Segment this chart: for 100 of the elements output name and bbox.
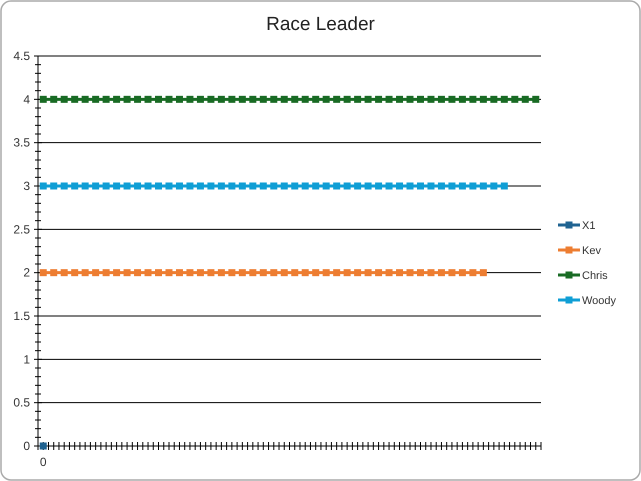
y-tick-label: 2.5 xyxy=(13,222,30,236)
point xyxy=(396,182,404,190)
point xyxy=(238,269,246,276)
point xyxy=(218,269,225,276)
point xyxy=(438,182,445,190)
point xyxy=(176,182,183,190)
point xyxy=(155,96,162,103)
point xyxy=(40,269,47,276)
point xyxy=(490,96,498,103)
point xyxy=(354,269,362,276)
point xyxy=(270,269,278,276)
point xyxy=(480,182,487,190)
point xyxy=(260,182,267,190)
point xyxy=(113,269,120,276)
y-tick-label: 0.5 xyxy=(13,396,30,410)
point xyxy=(155,269,162,276)
point xyxy=(238,182,246,190)
point xyxy=(40,96,47,103)
point xyxy=(386,96,393,103)
point xyxy=(113,182,120,190)
point xyxy=(270,182,278,190)
point xyxy=(386,269,393,276)
point xyxy=(333,96,340,103)
point xyxy=(218,182,225,190)
point xyxy=(260,96,267,103)
legend-label: X1 xyxy=(582,220,596,232)
point xyxy=(469,269,476,276)
point xyxy=(228,96,236,103)
point xyxy=(165,96,172,103)
point xyxy=(71,96,78,103)
point xyxy=(511,96,518,103)
point xyxy=(228,182,236,190)
point xyxy=(71,269,78,276)
point xyxy=(260,269,267,276)
point xyxy=(364,182,372,190)
point xyxy=(249,96,256,103)
point xyxy=(375,96,382,103)
point xyxy=(406,182,414,190)
point xyxy=(249,182,256,190)
point xyxy=(176,269,183,276)
y-tick-label: 3 xyxy=(23,179,30,193)
point xyxy=(124,182,131,190)
point xyxy=(364,269,372,276)
point xyxy=(522,96,529,103)
point xyxy=(218,96,225,103)
point xyxy=(124,96,131,103)
point xyxy=(280,269,288,276)
point xyxy=(469,96,476,103)
point xyxy=(532,96,540,103)
point xyxy=(427,269,434,276)
point xyxy=(50,96,58,103)
point xyxy=(92,182,100,190)
point xyxy=(60,269,68,276)
point xyxy=(186,182,194,190)
y-tick-label: 2 xyxy=(23,266,30,280)
legend-label: Kev xyxy=(582,245,602,257)
point xyxy=(322,182,330,190)
point xyxy=(280,182,288,190)
point xyxy=(238,96,246,103)
y-tick-label: 1.5 xyxy=(13,309,30,323)
y-tick-label: 4.5 xyxy=(13,49,30,63)
point xyxy=(344,96,351,103)
point xyxy=(427,96,434,103)
point xyxy=(165,269,172,276)
point xyxy=(333,269,340,276)
y-tick-label: 0 xyxy=(23,439,30,453)
point xyxy=(40,182,47,190)
point xyxy=(333,182,340,190)
point xyxy=(82,182,89,190)
point xyxy=(354,182,362,190)
point xyxy=(364,96,372,103)
point xyxy=(312,269,320,276)
chart-title: Race Leader xyxy=(266,14,376,35)
y-tick-label: 3.5 xyxy=(13,136,30,150)
point xyxy=(416,182,424,190)
point xyxy=(480,269,487,276)
legend-label: Chris xyxy=(582,270,608,282)
point xyxy=(448,269,456,276)
point xyxy=(113,96,120,103)
point xyxy=(60,96,68,103)
point xyxy=(186,269,194,276)
point xyxy=(302,96,309,103)
point xyxy=(480,96,487,103)
point xyxy=(386,182,393,190)
point xyxy=(144,96,152,103)
point xyxy=(196,96,204,103)
point xyxy=(50,269,58,276)
point xyxy=(344,269,351,276)
point xyxy=(228,269,236,276)
point xyxy=(134,182,142,190)
point xyxy=(144,182,152,190)
point xyxy=(186,96,194,103)
point xyxy=(458,96,466,103)
point xyxy=(469,182,476,190)
point xyxy=(291,269,298,276)
point xyxy=(270,96,278,103)
point xyxy=(207,182,214,190)
point xyxy=(438,96,445,103)
point xyxy=(416,96,424,103)
point xyxy=(124,269,131,276)
